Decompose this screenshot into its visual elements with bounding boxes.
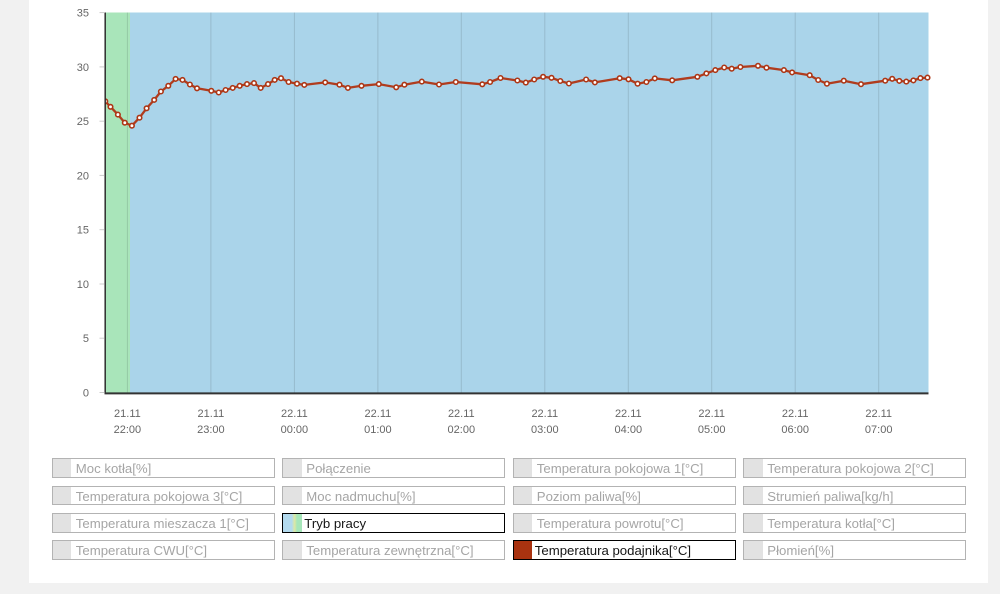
svg-text:22.11: 22.11 xyxy=(281,408,308,420)
svg-text:22.11: 22.11 xyxy=(698,408,725,420)
svg-text:22:00: 22:00 xyxy=(114,424,142,436)
svg-text:10: 10 xyxy=(77,279,89,291)
svg-text:03:00: 03:00 xyxy=(531,424,559,436)
svg-text:0: 0 xyxy=(83,388,89,400)
svg-text:04:00: 04:00 xyxy=(615,424,643,436)
svg-text:22.11: 22.11 xyxy=(782,408,809,420)
svg-text:02:00: 02:00 xyxy=(448,424,476,436)
svg-text:22.11: 22.11 xyxy=(365,408,392,420)
svg-text:05:00: 05:00 xyxy=(698,424,726,436)
svg-text:22.11: 22.11 xyxy=(865,408,892,420)
svg-text:22.11: 22.11 xyxy=(615,408,642,420)
svg-text:21.11: 21.11 xyxy=(114,408,141,420)
svg-text:15: 15 xyxy=(77,225,89,237)
svg-text:35: 35 xyxy=(77,8,89,20)
svg-text:23:00: 23:00 xyxy=(197,424,225,436)
svg-text:22.11: 22.11 xyxy=(448,408,475,420)
svg-text:07:00: 07:00 xyxy=(865,424,893,436)
svg-text:01:00: 01:00 xyxy=(364,424,392,436)
svg-text:22.11: 22.11 xyxy=(531,408,558,420)
svg-text:06:00: 06:00 xyxy=(781,424,809,436)
svg-text:20: 20 xyxy=(77,170,89,182)
svg-text:00:00: 00:00 xyxy=(281,424,309,436)
svg-text:25: 25 xyxy=(77,116,89,128)
svg-text:30: 30 xyxy=(77,62,89,74)
svg-text:5: 5 xyxy=(83,333,89,345)
svg-text:21.11: 21.11 xyxy=(198,408,225,420)
